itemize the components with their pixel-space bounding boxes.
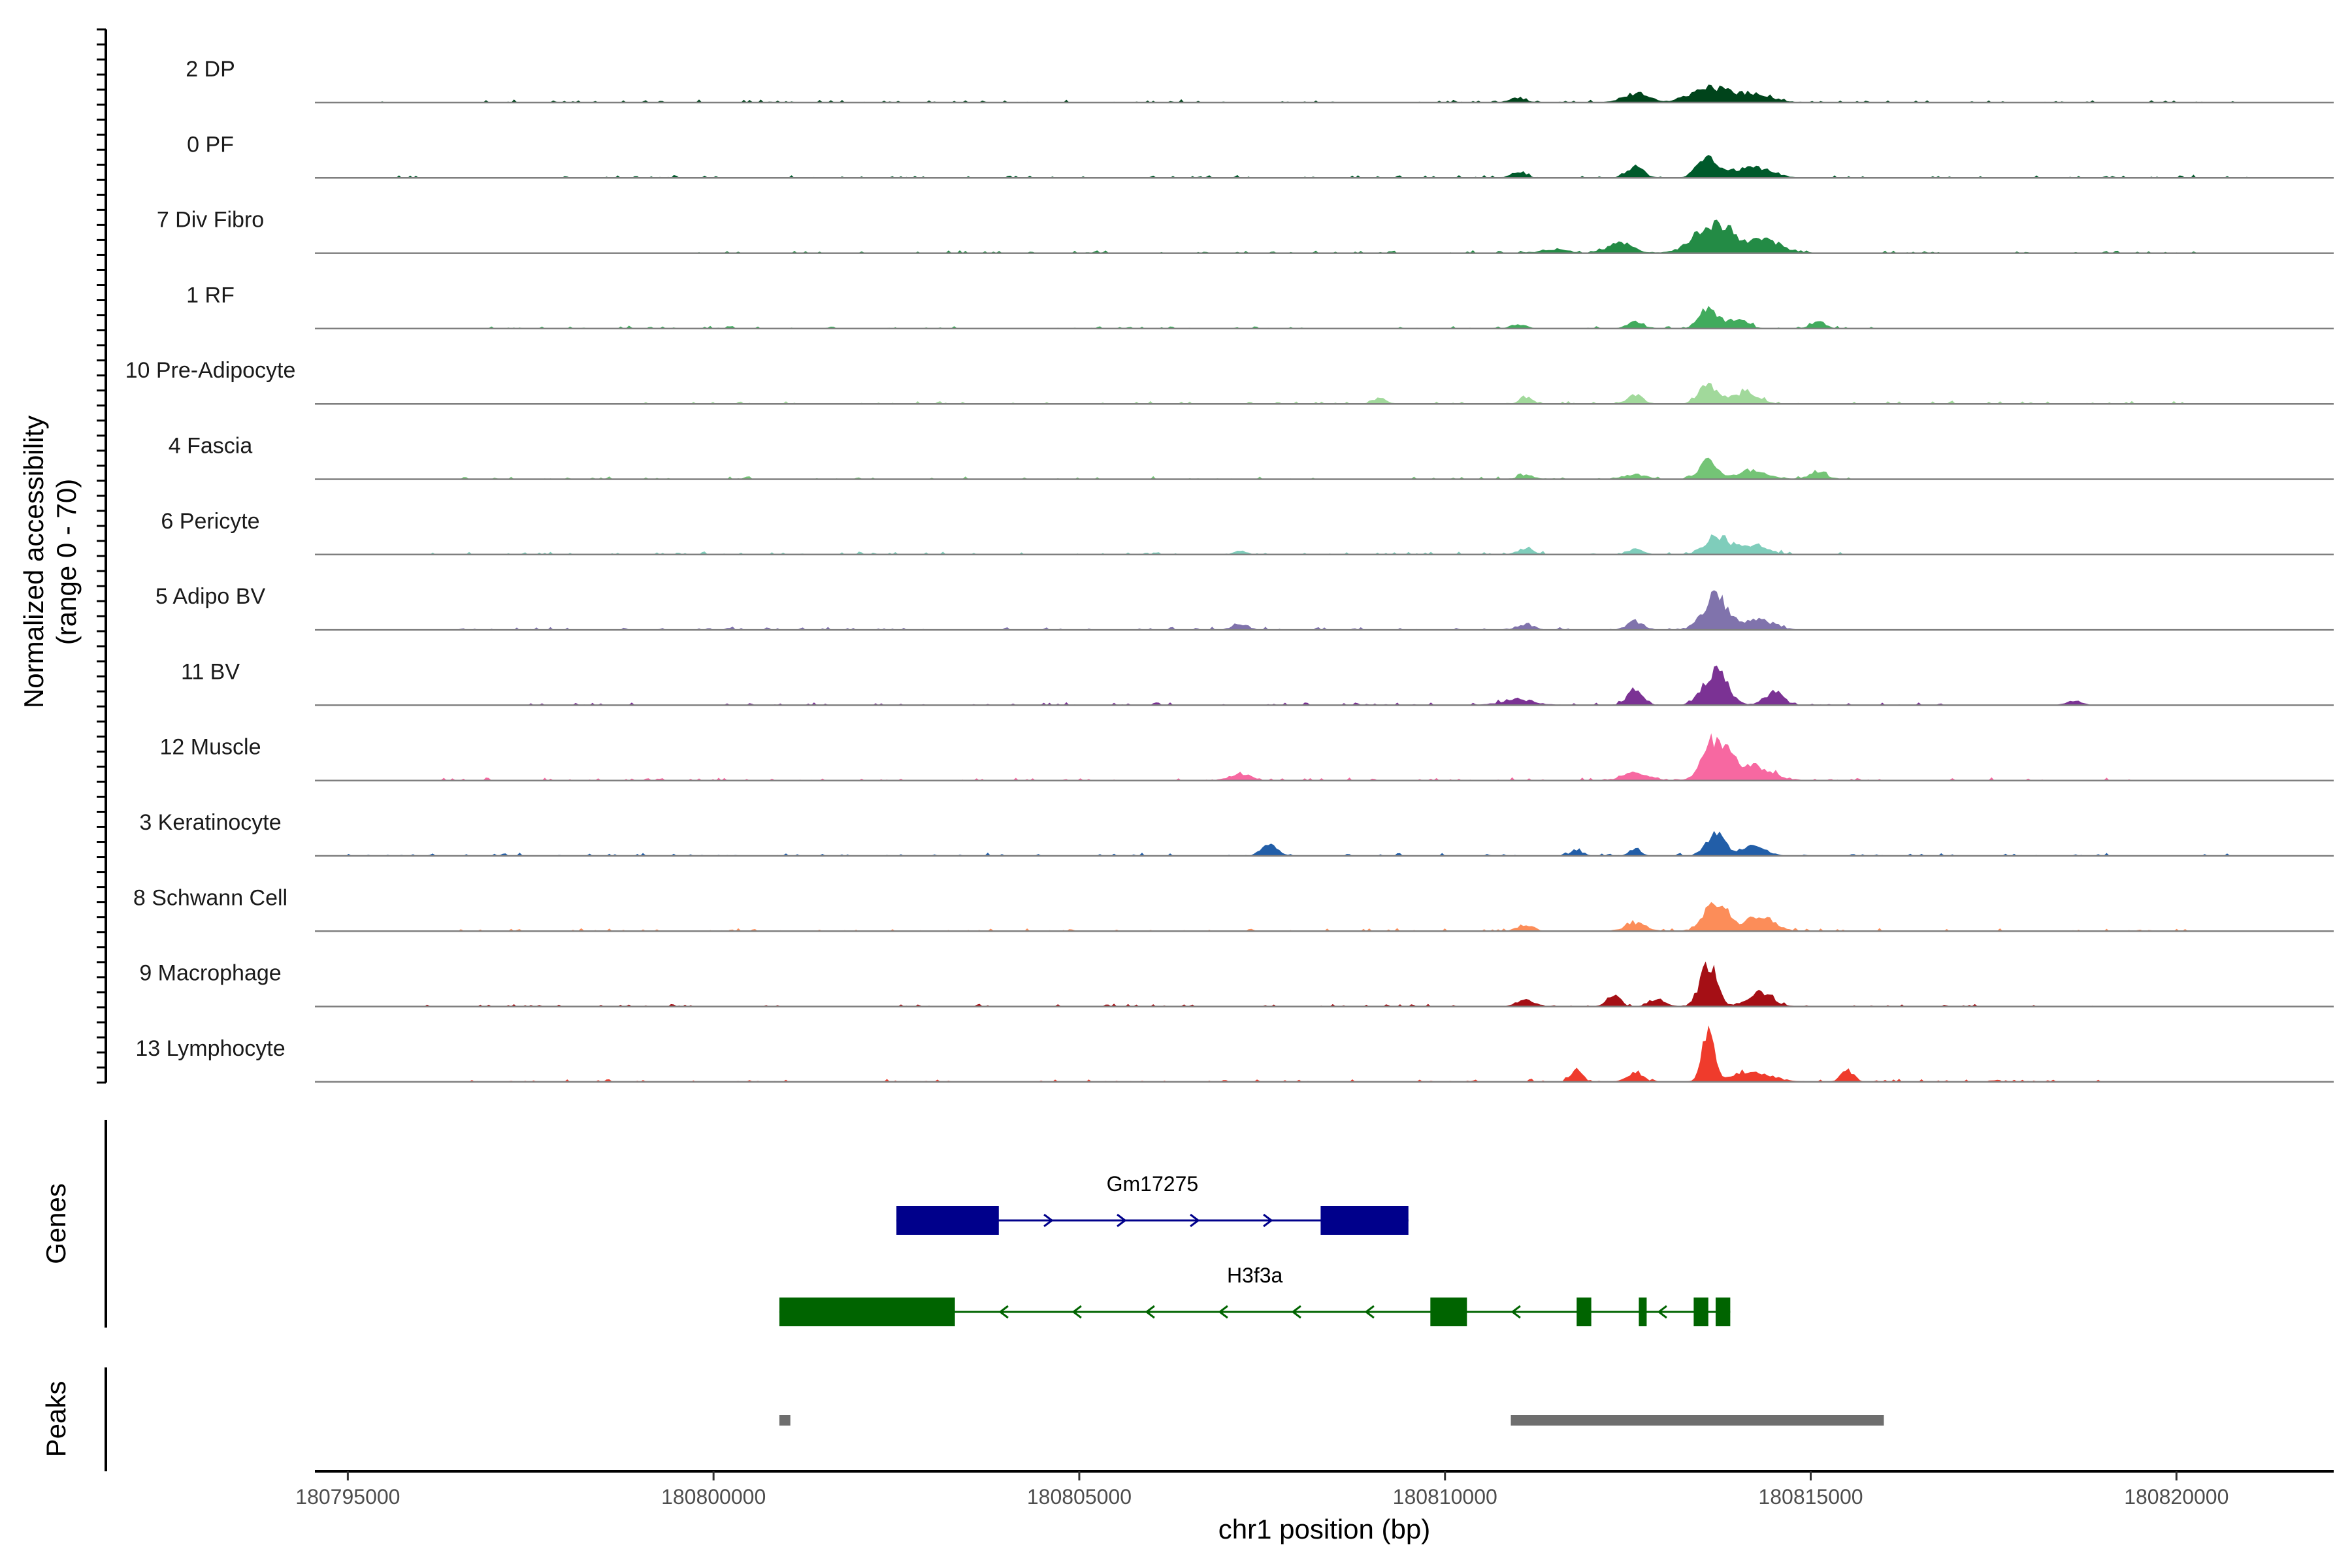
strand-arrow	[1511, 1305, 1521, 1319]
strand-arrow	[998, 1305, 1009, 1319]
gene-exon	[1639, 1298, 1647, 1326]
coverage-area	[315, 590, 2334, 630]
coverage-area	[315, 457, 2334, 480]
coverage-track: 1 RF	[186, 283, 2334, 330]
coverage-track: 4 Fascia	[169, 434, 2334, 480]
gene-exon	[1715, 1298, 1731, 1326]
x-axis-title: chr1 position (bp)	[1218, 1514, 1431, 1544]
gene-exon	[1430, 1298, 1467, 1326]
y-axis-range: (range 0 - 70)	[51, 479, 82, 645]
coverage-track: 6 Pericyte	[161, 509, 2334, 556]
strand-arrow	[1145, 1305, 1155, 1319]
x-tick-label: 180820000	[2124, 1485, 2229, 1509]
strand-arrow	[1657, 1305, 1667, 1319]
track-label: 6 Pericyte	[161, 509, 259, 534]
gene-name-label: Gm17275	[1107, 1172, 1199, 1196]
coverage-track: 12 Muscle	[160, 733, 2334, 781]
gene-model: Gm17275	[896, 1172, 1409, 1235]
track-label: 12 Muscle	[160, 735, 261, 760]
gene-exon	[1320, 1206, 1409, 1235]
strand-arrow	[1218, 1305, 1228, 1319]
coverage-area	[315, 534, 2334, 555]
coverage-area	[315, 665, 2334, 706]
coverage-area	[315, 961, 2334, 1007]
gene-exon	[779, 1298, 955, 1326]
coverage-y-axis	[97, 28, 107, 1084]
genes-panel-label: Genes	[41, 1183, 71, 1264]
gene-name-label: H3f3a	[1227, 1264, 1283, 1287]
strand-arrow	[1263, 1213, 1273, 1228]
coverage-area	[315, 830, 2334, 856]
gene-exon	[1576, 1298, 1592, 1326]
strand-arrow	[1117, 1213, 1127, 1228]
coverage-area	[315, 306, 2334, 329]
coverage-track: 11 BV	[181, 659, 2334, 706]
track-label: 7 Div Fibro	[157, 208, 264, 233]
coverage-area	[315, 220, 2334, 253]
coverage-track: 13 Lymphocyte	[135, 1025, 2334, 1083]
x-axis: 180795000 180800000 180805000 180810000 1808…	[295, 1470, 2334, 1509]
coverage-area	[315, 902, 2334, 932]
track-label: 10 Pre-Adipocyte	[125, 358, 296, 383]
strand-arrow	[1043, 1213, 1054, 1228]
x-tick-label: 180800000	[661, 1485, 766, 1509]
coverage-area	[315, 155, 2334, 178]
peak-region	[779, 1415, 791, 1426]
track-label: 13 Lymphocyte	[135, 1036, 285, 1061]
coverage-area	[315, 84, 2334, 103]
coverage-track: 2 DP	[186, 57, 2334, 104]
track-label: 8 Schwann Cell	[133, 885, 287, 910]
coverage-area	[315, 1025, 2334, 1082]
track-label: 5 Adipo BV	[155, 584, 266, 609]
peak-track	[779, 1415, 1884, 1426]
x-tick-label: 180810000	[1393, 1485, 1497, 1509]
coverage-area	[315, 733, 2334, 781]
coverage-track: 8 Schwann Cell	[133, 885, 2334, 932]
strand-arrow	[1190, 1213, 1200, 1228]
x-tick-label: 180795000	[295, 1485, 400, 1509]
coverage-area	[315, 382, 2334, 404]
track-label: 0 PF	[187, 132, 234, 157]
coverage-track: 5 Adipo BV	[155, 584, 2334, 631]
coverage-track: 0 PF	[187, 132, 2334, 179]
track-label: 1 RF	[186, 283, 235, 308]
track-label: 4 Fascia	[169, 434, 253, 459]
peak-region	[1511, 1415, 1884, 1426]
gene-exon	[1693, 1298, 1708, 1326]
gene-model: H3f3a	[779, 1264, 1731, 1326]
x-tick-label: 180815000	[1758, 1485, 1863, 1509]
coverage-track: 10 Pre-Adipocyte	[125, 358, 2334, 405]
track-label: 11 BV	[181, 659, 240, 684]
track-label: 2 DP	[186, 57, 235, 82]
coverage-track: 7 Div Fibro	[157, 208, 2334, 254]
strand-arrow	[1291, 1305, 1301, 1319]
coverage-track: 9 Macrophage	[139, 961, 2334, 1007]
strand-arrow	[1071, 1305, 1082, 1319]
strand-arrow	[1364, 1305, 1375, 1319]
x-tick-label: 180805000	[1027, 1485, 1132, 1509]
coverage-track: 3 Keratinocyte	[139, 810, 2334, 857]
track-label: 3 Keratinocyte	[139, 810, 281, 835]
coverage-tracks: 2 DP 0 PF 7 Div Fibro 1 RF 10 Pre-Adipocyte 4…	[125, 57, 2334, 1083]
track-label: 9 Macrophage	[139, 961, 281, 986]
peaks-panel-label: Peaks	[41, 1381, 71, 1458]
gene-annotation-track: Gm17275 H3f3a	[779, 1172, 1731, 1326]
y-axis-title: Normalized accessibility	[18, 416, 49, 708]
gene-exon	[896, 1206, 999, 1235]
